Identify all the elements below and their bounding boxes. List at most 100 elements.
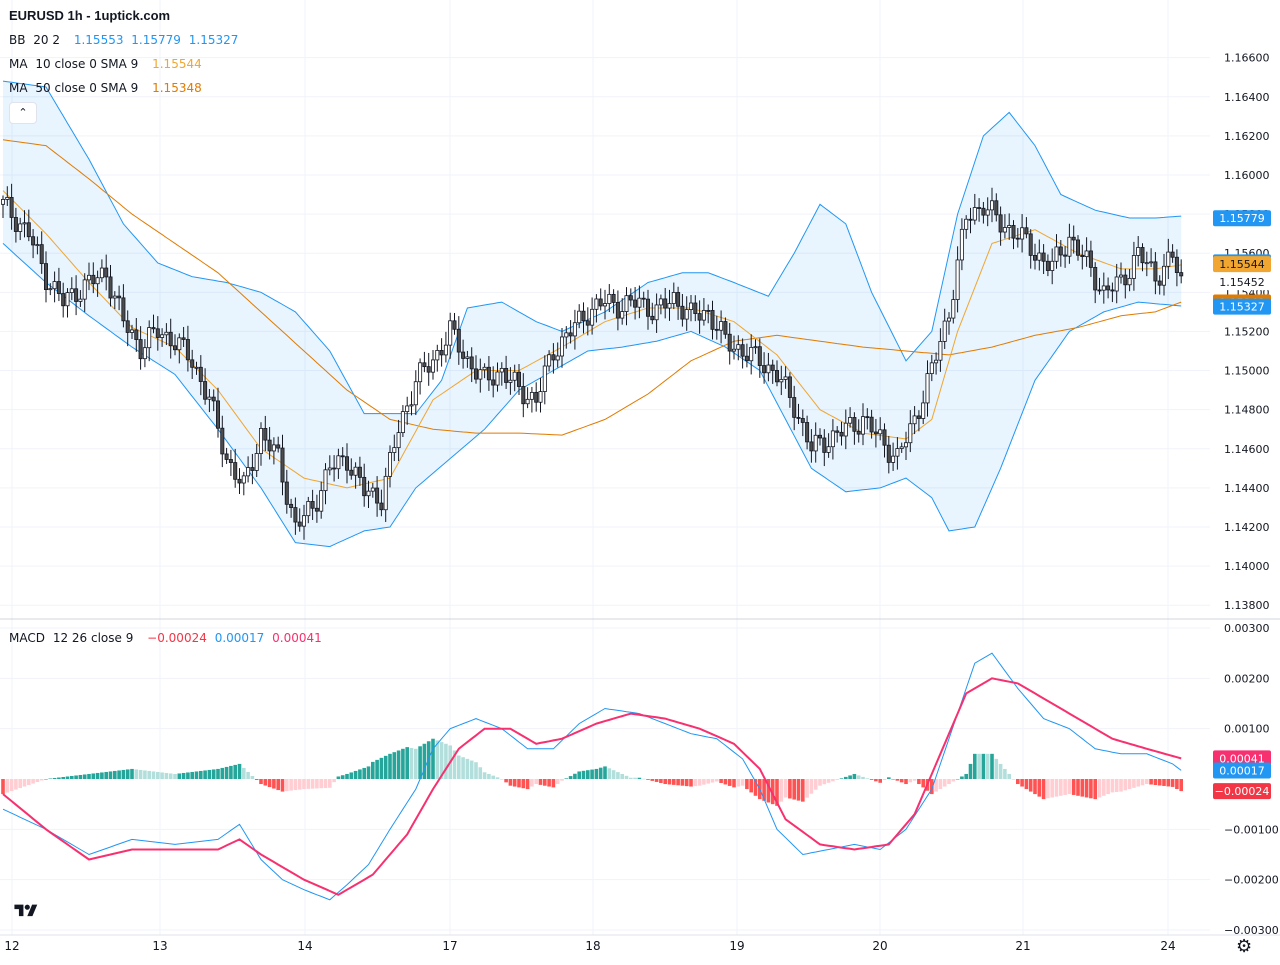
candle-body — [185, 339, 190, 361]
macd-hist-bar — [250, 775, 255, 779]
candle-body — [822, 437, 827, 453]
candles — [0, 183, 1184, 540]
candle-body — [916, 415, 921, 419]
candle-body — [654, 304, 659, 321]
macd-hist-bar — [504, 779, 508, 783]
macd-hist-bar — [637, 777, 642, 779]
macd-hist-bar — [74, 775, 78, 779]
macd-axis-label: 0.00200 — [1224, 672, 1270, 685]
candle-body — [1080, 254, 1085, 258]
macd-hist-bar — [246, 771, 250, 779]
candle-body — [121, 297, 126, 322]
candle-body — [512, 371, 517, 381]
macd-hist-bar — [276, 779, 280, 791]
macd-hist-bar — [220, 767, 225, 779]
tradingview-logo-icon[interactable] — [12, 902, 40, 920]
macd-hist-bar — [1033, 779, 1037, 795]
candle-body — [1119, 274, 1124, 278]
candle-body — [925, 373, 930, 404]
candle-body — [228, 459, 233, 463]
macd-hist-bar — [856, 775, 861, 779]
gear-icon[interactable]: ⚙ — [1236, 936, 1253, 956]
candle-body — [998, 214, 1003, 233]
macd-hist-bar — [697, 779, 702, 786]
candle-body — [39, 244, 44, 265]
candle-body — [865, 416, 870, 419]
candle-body — [904, 442, 909, 448]
macd-hist-bar — [1084, 779, 1089, 798]
macd-hist-bar — [676, 779, 680, 786]
candle-body — [658, 298, 663, 306]
macd-hist-bar — [181, 772, 186, 779]
macd-axis-label: −0.00200 — [1224, 874, 1279, 887]
macd-hist-bar — [822, 779, 827, 785]
candle-body — [383, 475, 388, 511]
macd-hist-bar — [117, 770, 121, 779]
price-tag — [1213, 274, 1271, 291]
candle-body — [964, 218, 969, 230]
candle-body — [886, 444, 891, 463]
legend-bb[interactable]: BB 20 2 1.15553 1.15779 1.15327 — [9, 33, 242, 47]
candle-body — [633, 299, 638, 308]
candle-body — [693, 302, 698, 314]
candle-body — [469, 356, 474, 370]
macd-hist-bar — [1170, 779, 1175, 787]
macd-hist-bar — [78, 774, 83, 779]
candle-body — [805, 422, 810, 443]
candle-body — [215, 400, 220, 429]
candle-body — [293, 507, 298, 523]
candle-body — [1007, 225, 1012, 228]
candle-body — [430, 359, 435, 373]
candle-body — [147, 327, 152, 349]
candle-body — [981, 207, 986, 216]
candle-body — [478, 369, 483, 380]
candle-body — [198, 366, 203, 382]
candle-body — [766, 364, 771, 374]
price-tag — [1213, 298, 1271, 315]
legend-ma10[interactable]: MA 10 close 0 SMA 9 1.15544 — [9, 57, 206, 71]
candle-body — [1144, 262, 1149, 265]
candle-body — [1106, 285, 1111, 291]
candle-body — [508, 379, 513, 383]
macd-hist-bar — [887, 777, 891, 779]
macd-hist-bar — [469, 760, 474, 779]
candle-body — [129, 329, 134, 333]
macd-hist-bar — [543, 779, 547, 786]
macd-hist-bar — [517, 779, 521, 788]
price-tag — [1213, 210, 1271, 227]
candle-body — [1033, 255, 1038, 261]
candle-body — [839, 431, 844, 437]
legend-ma10-params: 10 close 0 SMA 9 — [35, 57, 139, 71]
candle-body — [572, 322, 577, 337]
candle-body — [74, 288, 79, 302]
candle-body — [873, 431, 878, 435]
macd-hist-bar — [87, 773, 91, 779]
collapse-legend-button[interactable]: ⌃ — [9, 102, 37, 124]
macd-hist-bar — [392, 752, 397, 779]
macd-hist-bar — [125, 769, 130, 779]
legend-ma50[interactable]: MA 50 close 0 SMA 9 1.15348 — [9, 81, 206, 95]
candle-body — [276, 444, 281, 449]
candle-body — [714, 328, 719, 331]
macd-hist-bar — [1093, 779, 1097, 800]
candle-body — [1071, 236, 1076, 241]
macd-hist-bar — [332, 779, 336, 783]
macd-hist-bar — [414, 748, 418, 779]
macd-hist-bar — [934, 779, 938, 792]
macd-hist-bar — [405, 747, 409, 779]
macd-hist-bar — [156, 771, 160, 779]
candle-body — [1136, 247, 1141, 256]
macd-hist-bar — [190, 771, 194, 779]
candle-body — [418, 362, 423, 383]
macd-hist-bar — [586, 770, 590, 779]
legend-ma50-params: 50 close 0 SMA 9 — [35, 81, 139, 95]
macd-hist-bar — [912, 779, 917, 781]
legend-macd-params: 12 26 close 9 — [52, 631, 134, 645]
macd-hist-bar — [1007, 773, 1011, 779]
legend-macd[interactable]: MACD 12 26 close 9 −0.00024 0.00017 0.00… — [9, 631, 326, 645]
price-axis-label: 1.16200 — [1224, 130, 1270, 143]
macd-hist-bar — [302, 779, 306, 790]
macd-hist-bar — [1110, 779, 1115, 793]
